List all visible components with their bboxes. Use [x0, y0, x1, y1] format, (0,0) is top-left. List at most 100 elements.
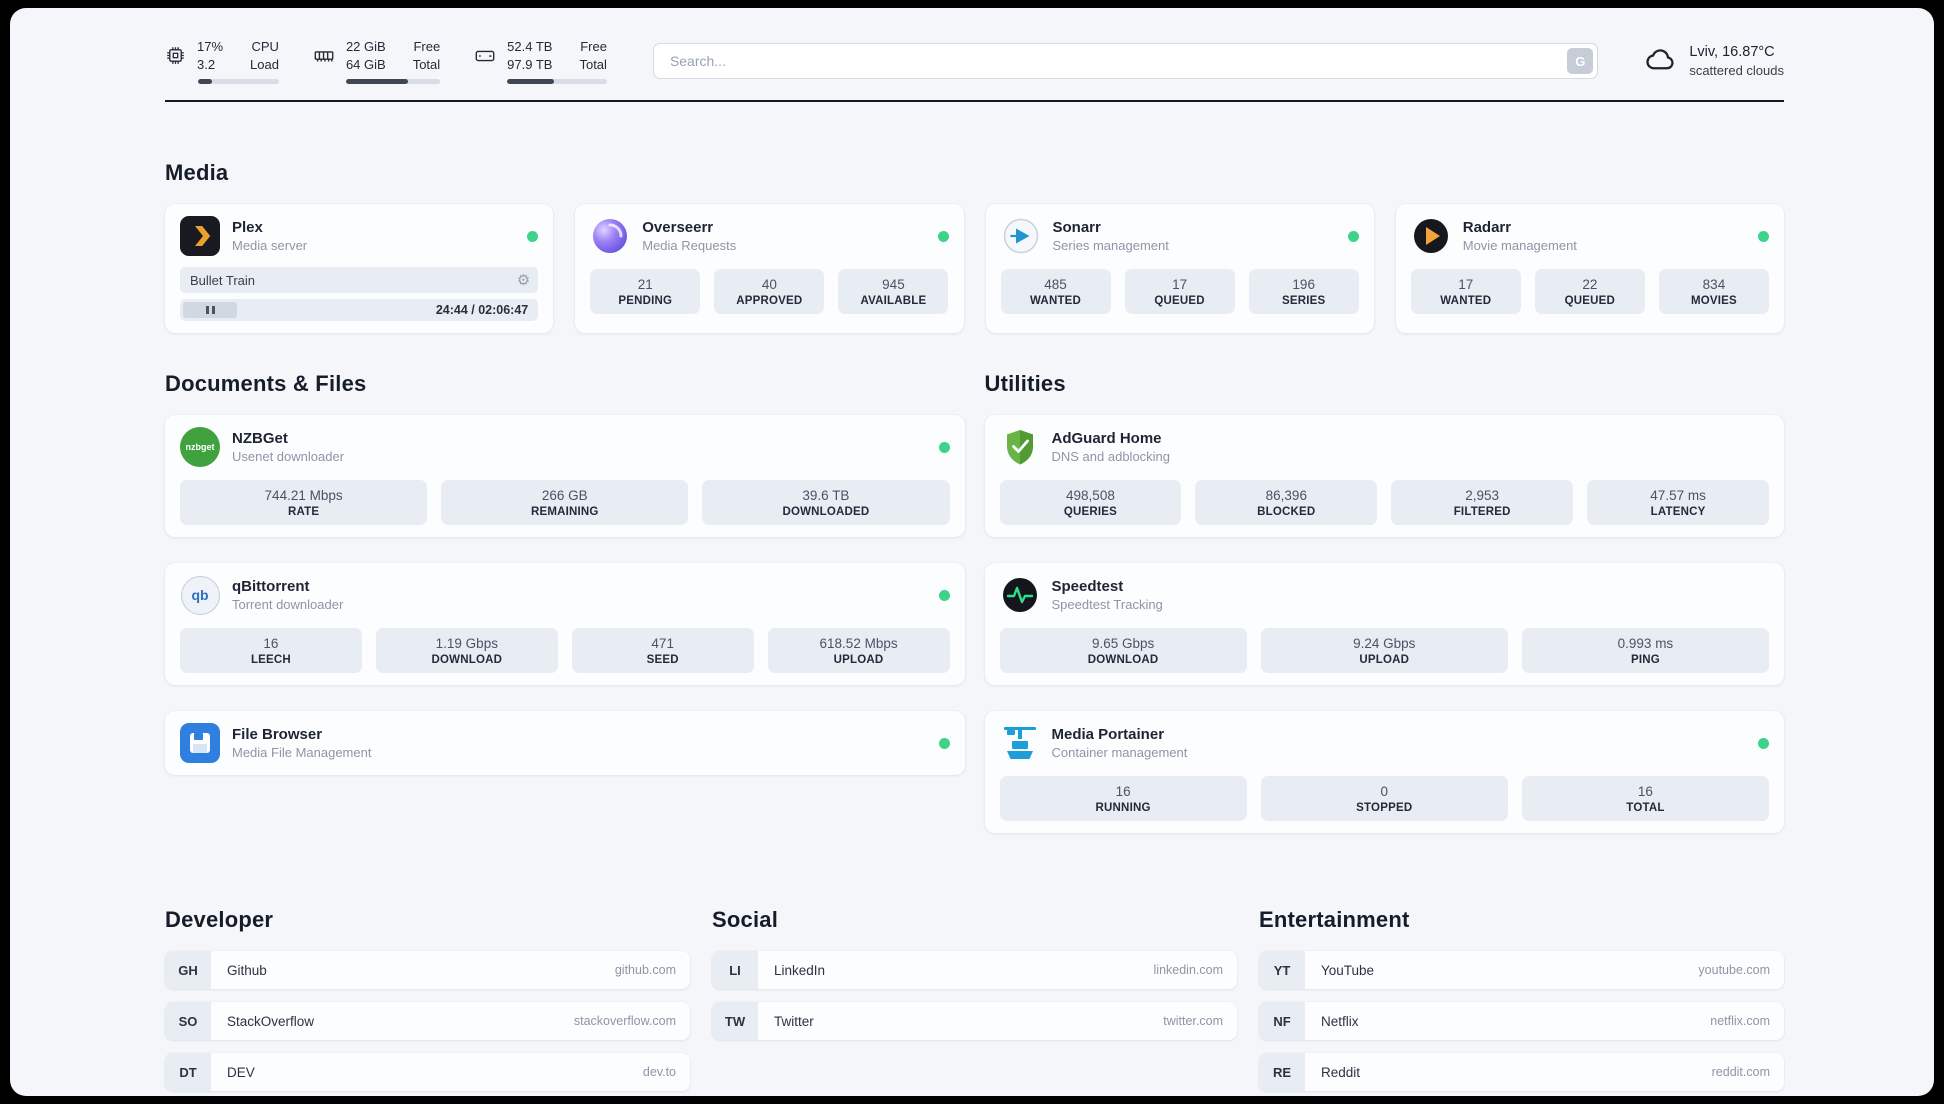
cpu-usage-value: 17%	[197, 39, 224, 54]
bookmark-name: YouTube	[1321, 962, 1375, 978]
plex-icon	[180, 216, 220, 257]
overseerr-card[interactable]: Overseerr Media Requests 21 PENDING 40 A…	[575, 204, 964, 334]
stat-tile: 2,953 FILTERED	[1391, 480, 1574, 526]
cpu-icon	[165, 45, 186, 66]
media-section: Media Plex Media server Bullet Train ⚙	[165, 160, 1784, 334]
bookmark-abbr: GH	[165, 951, 211, 990]
utilities-column: Utilities AdGuard Home DNS and adblockin…	[984, 371, 1784, 834]
service-name: NZBGet	[232, 430, 288, 448]
bookmark-abbr: NF	[1259, 1002, 1305, 1041]
social-group: Social LI LinkedIn linkedin.com TW Twitt…	[712, 907, 1237, 1091]
bookmark-netflix[interactable]: NF Netflix netflix.com	[1259, 1002, 1784, 1041]
bookmark-abbr: DT	[165, 1053, 211, 1092]
cpu-load-value: 3.2	[197, 56, 216, 72]
disk-stat: 52.4 TB 97.9 TB Free Total	[474, 38, 607, 85]
search-engine-button[interactable]: G	[1567, 48, 1594, 75]
portainer-icon	[1000, 723, 1040, 763]
stat-tile: 17 WANTED	[1410, 269, 1521, 315]
stat-tile: 86,396 BLOCKED	[1195, 480, 1378, 526]
documents-column: Documents & Files nzbget NZBGet Usenet d…	[165, 371, 965, 833]
adguard-icon	[1000, 427, 1040, 467]
section-title-media: Media	[165, 160, 229, 186]
sonarr-card[interactable]: Sonarr Series management 485 WANTED 17 Q…	[985, 204, 1374, 334]
stat-tile: 266 GB REMAINING	[441, 480, 689, 526]
filebrowser-card[interactable]: File Browser Media File Management	[165, 711, 965, 776]
service-subtitle: Speedtest Tracking	[1051, 597, 1163, 613]
service-name: Plex	[232, 219, 263, 237]
bookmark-stackoverflow[interactable]: SO StackOverflow stackoverflow.com	[165, 1002, 690, 1041]
gear-icon[interactable]: ⚙	[516, 272, 531, 290]
radarr-icon	[1411, 216, 1451, 256]
section-title-utilities: Utilities	[984, 371, 1066, 397]
weather-condition: scattered clouds	[1689, 63, 1784, 79]
filebrowser-icon	[180, 723, 220, 764]
bookmark-twitter[interactable]: TW Twitter twitter.com	[712, 1002, 1237, 1041]
section-title-developer: Developer	[165, 907, 274, 933]
speedtest-card[interactable]: Speedtest Speedtest Tracking 9.65 Gbps D…	[984, 563, 1784, 686]
stat-tile: 834 MOVIES	[1658, 269, 1769, 315]
section-title-documents: Documents & Files	[165, 371, 367, 397]
playback-row: 24:44 / 02:06:47	[180, 299, 539, 322]
section-title-entertainment: Entertainment	[1259, 907, 1410, 933]
stat-tile: 498,508 QUERIES	[999, 480, 1182, 526]
status-dot	[527, 230, 539, 242]
weather-location: Lviv, 16.87°C	[1689, 43, 1775, 60]
stat-tile: 21 PENDING	[590, 269, 701, 315]
bookmark-url: linkedin.com	[1153, 963, 1223, 978]
service-subtitle: Torrent downloader	[232, 597, 344, 613]
ram-free-label: Free	[413, 39, 441, 54]
qbittorrent-card[interactable]: qb qBittorrent Torrent downloader 16 LEE…	[165, 563, 965, 686]
stat-tile: 9.24 Gbps UPLOAD	[1260, 628, 1508, 674]
bookmark-dev[interactable]: DT DEV dev.to	[165, 1053, 690, 1092]
service-name: Sonarr	[1052, 219, 1101, 237]
search-input[interactable]	[652, 43, 1599, 80]
stat-tile: 16 TOTAL	[1521, 776, 1770, 822]
service-subtitle: DNS and adblocking	[1051, 449, 1171, 465]
stat-tile: 0.993 ms PING	[1521, 628, 1770, 674]
bookmark-name: DEV	[227, 1064, 255, 1080]
stat-tile: 47.57 ms LATENCY	[1587, 480, 1769, 526]
nzbget-icon: nzbget	[180, 427, 220, 468]
stat-tile: 16 RUNNING	[999, 776, 1247, 822]
radarr-card[interactable]: Radarr Movie management 17 WANTED 22 QUE…	[1395, 204, 1784, 334]
disk-free-label: Free	[580, 39, 607, 54]
status-dot	[937, 230, 949, 242]
speedtest-icon	[1000, 575, 1040, 615]
bookmark-linkedin[interactable]: LI LinkedIn linkedin.com	[712, 951, 1237, 990]
ram-stat: 22 GiB 64 GiB Free Total	[313, 38, 441, 85]
bookmarks-section: Developer GH Github github.com SO StackO…	[165, 907, 1784, 1092]
bookmark-youtube[interactable]: YT YouTube youtube.com	[1259, 951, 1784, 990]
service-subtitle: Media server	[232, 238, 308, 254]
nzbget-card[interactable]: nzbget NZBGet Usenet downloader 744.21 M…	[165, 415, 965, 538]
status-dot	[1758, 737, 1769, 749]
service-subtitle: Container management	[1051, 745, 1188, 761]
status-dot	[1347, 230, 1359, 242]
qbittorrent-icon: qb	[180, 575, 220, 615]
bookmark-reddit[interactable]: RE Reddit reddit.com	[1259, 1053, 1784, 1092]
service-name: Media Portainer	[1051, 726, 1165, 744]
stat-tile: 485 WANTED	[1000, 269, 1111, 315]
stat-tile: 39.6 TB DOWNLOADED	[702, 480, 950, 526]
bookmark-abbr: TW	[712, 1002, 758, 1041]
developer-group: Developer GH Github github.com SO StackO…	[165, 907, 690, 1092]
bookmark-url: youtube.com	[1698, 963, 1770, 978]
cpu-stat: 17% 3.2 CPU Load	[165, 38, 279, 85]
bookmark-github[interactable]: GH Github github.com	[165, 951, 690, 990]
adguard-card[interactable]: AdGuard Home DNS and adblocking 498,508 …	[984, 415, 1784, 538]
stat-tile: 471 SEED	[571, 628, 754, 674]
pause-button[interactable]	[183, 302, 237, 319]
ram-total-value: 64 GiB	[345, 56, 386, 72]
bookmark-name: Reddit	[1321, 1064, 1361, 1080]
plex-card[interactable]: Plex Media server Bullet Train ⚙ 24:44 /…	[165, 204, 554, 334]
stat-tile: 0 STOPPED	[1260, 776, 1508, 822]
status-dot	[938, 441, 950, 453]
search-bar: G	[652, 43, 1599, 80]
bookmark-url: reddit.com	[1711, 1065, 1770, 1080]
bookmark-abbr: SO	[165, 1002, 211, 1041]
playback-time: 24:44 / 02:06:47	[435, 303, 529, 318]
service-name: Speedtest	[1051, 578, 1124, 596]
stat-tile: 1.19 Gbps DOWNLOAD	[375, 628, 558, 674]
bookmark-url: dev.to	[642, 1065, 676, 1080]
portainer-card[interactable]: Media Portainer Container management 16 …	[984, 711, 1784, 834]
section-title-social: Social	[712, 907, 779, 933]
